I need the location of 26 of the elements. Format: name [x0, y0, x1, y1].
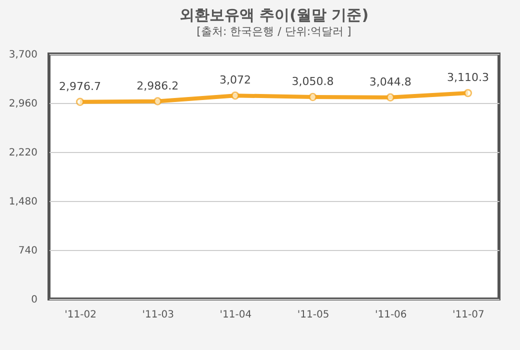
y-tick-label: 3,700 — [8, 50, 38, 60]
y-tick-label: 740 — [18, 246, 38, 256]
x-tick-label: '11-06 — [374, 310, 407, 320]
text: 2,976.7 — [59, 80, 102, 93]
point — [76, 98, 84, 106]
text: 3,044.8 — [369, 75, 412, 88]
point — [464, 88, 472, 98]
y-tick-label: 0 — [31, 294, 38, 306]
x-tick-label: '11-05 — [297, 310, 330, 320]
point — [308, 92, 317, 102]
y-tick-label: 2,960 — [8, 98, 38, 110]
y-tick-label: 2,220 — [8, 148, 38, 158]
text: 3,050.8 — [292, 74, 334, 88]
y-tick-label: 1,480 — [8, 196, 38, 208]
text: 3,110.3 — [446, 71, 489, 84]
x-tick-label: '11-03 — [142, 310, 174, 320]
x-tick-label: '11-02 — [64, 310, 96, 320]
x-tick-label: '11-07 — [452, 310, 484, 320]
point — [231, 91, 240, 100]
text: 3,072 — [219, 74, 251, 87]
text: 2,986.2 — [136, 79, 179, 92]
chart-subtitle: [출처: 한국은행 / 단위:억달러 ] — [196, 25, 352, 38]
chart-title: 외환보유액 추이(월말 기준) — [179, 6, 369, 24]
point — [386, 93, 394, 102]
point — [154, 97, 162, 106]
x-tick-label: '11-04 — [220, 310, 252, 320]
